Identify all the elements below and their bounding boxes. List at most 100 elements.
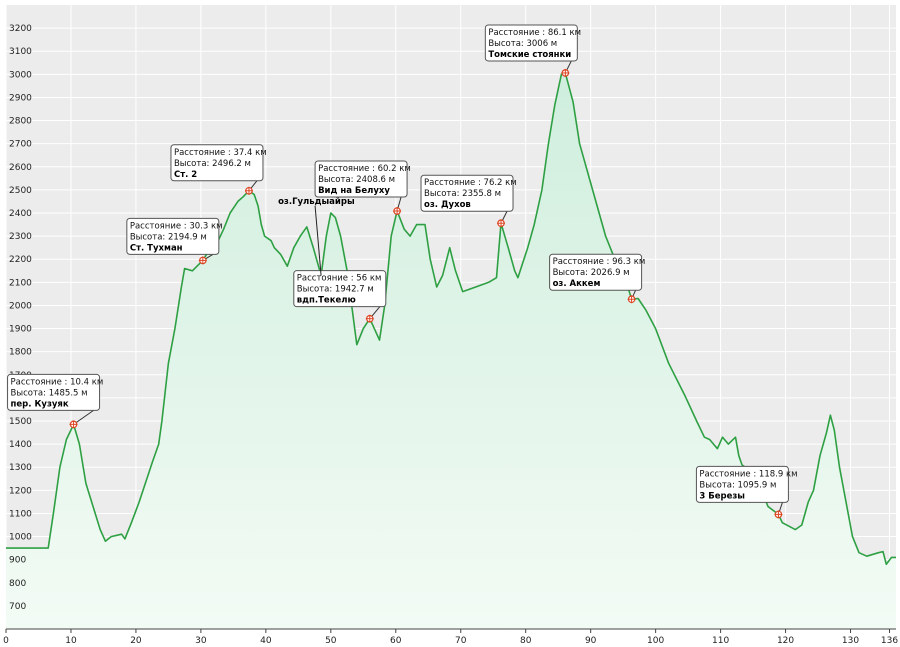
x-tick-label: 0 bbox=[3, 636, 9, 646]
waypoint-marker bbox=[244, 186, 253, 195]
waypoint-marker bbox=[198, 256, 207, 265]
annotation-box bbox=[170, 144, 264, 182]
annotation-distance: Расстояние : 60.2 км bbox=[318, 164, 411, 174]
annotation-height: Высота: 2355.8 м bbox=[424, 189, 501, 199]
y-tick-label: 2600 bbox=[9, 163, 32, 173]
annotation-name: пер. Кузуяк bbox=[11, 399, 69, 409]
annotation-height: Высота: 3006 м bbox=[488, 39, 557, 49]
y-tick-label: 1500 bbox=[9, 417, 32, 427]
x-tick-label: 100 bbox=[647, 636, 664, 646]
y-tick-label: 1400 bbox=[9, 440, 32, 450]
y-tick-label: 1100 bbox=[9, 509, 32, 519]
x-tick-label: 136 bbox=[881, 636, 898, 646]
waypoint-marker bbox=[393, 207, 402, 216]
annotation-name: Вид на Белуху bbox=[318, 186, 390, 196]
waypoint-marker bbox=[497, 219, 506, 228]
x-tick-label: 80 bbox=[520, 636, 532, 646]
annotation-height: Высота: 2496.2 м bbox=[174, 159, 251, 169]
annotation-height: Высота: 2026.9 м bbox=[553, 268, 630, 278]
y-tick-label: 1300 bbox=[9, 463, 32, 473]
x-tick-label: 70 bbox=[455, 636, 467, 646]
annotation-distance: Расстояние : 86.1 км bbox=[488, 28, 581, 38]
y-tick-label: 2700 bbox=[9, 140, 32, 150]
y-tick-label: 900 bbox=[9, 556, 26, 566]
x-tick-label: 50 bbox=[325, 636, 337, 646]
annotation-height: Высота: 1095.9 м bbox=[699, 480, 776, 490]
x-tick-label: 40 bbox=[260, 636, 272, 646]
y-tick-label: 2100 bbox=[9, 278, 32, 288]
free-labels: оз.Гульдыайры bbox=[278, 197, 355, 276]
annotation-distance: Расстояние : 56 км bbox=[297, 274, 382, 284]
annotation-leader bbox=[73, 409, 94, 425]
free-label-guldyayry: оз.Гульдыайры bbox=[278, 197, 355, 276]
y-tick-label: 2000 bbox=[9, 301, 32, 311]
x-tick-label: 90 bbox=[585, 636, 597, 646]
annotation-box bbox=[314, 160, 408, 198]
y-tick-label: 700 bbox=[9, 602, 26, 612]
y-tick-label: 1200 bbox=[9, 486, 32, 496]
annotation-box bbox=[549, 253, 643, 291]
annotation-box bbox=[420, 174, 514, 212]
y-tick-label: 3100 bbox=[9, 47, 32, 57]
free-label-text: оз.Гульдыайры bbox=[278, 197, 355, 207]
annotation-box bbox=[293, 270, 387, 308]
annotation-distance: Расстояние : 118.9 км bbox=[699, 469, 797, 479]
annotation-box bbox=[484, 24, 578, 62]
x-axis-ticks: 0 10 20 30 40 50 60 70 80 90 100 110 120 130 136 bbox=[3, 628, 898, 646]
y-tick-label: 2200 bbox=[9, 255, 32, 265]
annotation-box bbox=[695, 465, 789, 503]
annotation-name: Томские стоянки bbox=[488, 50, 571, 60]
y-tick-label: 1900 bbox=[9, 325, 32, 335]
x-tick-label: 110 bbox=[712, 636, 729, 646]
annotation-box bbox=[126, 217, 220, 255]
annotation-name: вдп.Текелю bbox=[297, 296, 356, 306]
waypoint-marker bbox=[561, 68, 570, 77]
waypoint-marker bbox=[774, 510, 783, 519]
annotation-distance: Расстояние : 96.3 км bbox=[553, 257, 646, 267]
x-tick-label: 20 bbox=[130, 636, 142, 646]
annotation-distance: Расстояние : 30.3 км bbox=[130, 221, 223, 231]
elevation-fill bbox=[6, 72, 896, 629]
annotation-height: Высота: 2408.6 м bbox=[318, 175, 395, 185]
y-tick-label: 2800 bbox=[9, 117, 32, 127]
x-tick-label: 60 bbox=[390, 636, 402, 646]
annotation-height: Высота: 1942.7 м bbox=[297, 285, 374, 295]
y-tick-label: 2400 bbox=[9, 209, 32, 219]
annotation-name: 3 Березы bbox=[699, 491, 745, 501]
annotation-name: Ст. 2 bbox=[174, 170, 197, 180]
annotation-box bbox=[7, 373, 101, 411]
annotation-height: Высота: 1485.5 м bbox=[11, 388, 88, 398]
y-tick-label: 3000 bbox=[9, 70, 32, 80]
y-tick-label: 2900 bbox=[9, 93, 32, 103]
y-tick-label: 2300 bbox=[9, 232, 32, 242]
y-tick-label: 2500 bbox=[9, 186, 32, 196]
annotation-distance: Расстояние : 37.4 км bbox=[174, 148, 267, 158]
annotation-distance: Расстояние : 10.4 км bbox=[11, 377, 104, 387]
x-tick-label: 10 bbox=[65, 636, 77, 646]
y-tick-label: 1000 bbox=[9, 533, 32, 543]
waypoint-marker bbox=[69, 420, 78, 429]
free-label-leader bbox=[314, 205, 322, 276]
annotation-name: оз. Духов bbox=[424, 200, 471, 210]
annotation-height: Высота: 2194.9 м bbox=[130, 232, 207, 242]
annotation-distance: Расстояние : 76.2 км bbox=[424, 178, 517, 188]
annotation-name: оз. Аккем bbox=[553, 279, 601, 289]
annotation-name: Ст. Тухман bbox=[130, 243, 183, 253]
x-tick-label: 30 bbox=[195, 636, 207, 646]
y-tick-label: 3200 bbox=[9, 24, 32, 34]
x-tick-label: 120 bbox=[777, 636, 794, 646]
y-tick-label: 800 bbox=[9, 579, 26, 589]
waypoint-marker bbox=[365, 314, 374, 323]
y-tick-label: 1800 bbox=[9, 348, 32, 358]
